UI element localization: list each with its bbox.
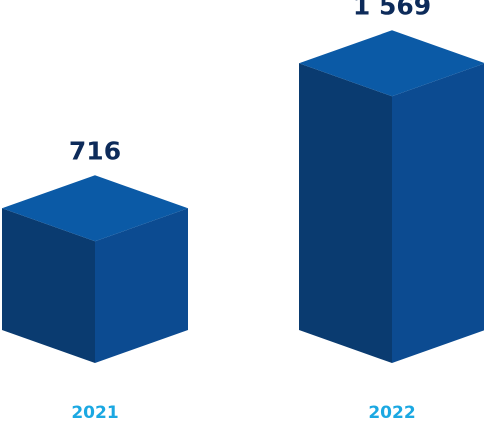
bar-top-face — [2, 175, 188, 242]
bar-left-face — [299, 63, 392, 364]
bar-left-face — [2, 208, 95, 363]
bar-right-face — [95, 208, 188, 363]
bar-right-face — [392, 63, 484, 363]
x-tick-label: 2021 — [71, 403, 118, 422]
bar — [2, 175, 188, 363]
value-label: 1 569 — [353, 0, 431, 20]
bar-top-face — [299, 30, 484, 97]
value-label: 716 — [69, 136, 121, 165]
bar — [299, 30, 484, 364]
x-tick-label: 2022 — [368, 403, 415, 422]
